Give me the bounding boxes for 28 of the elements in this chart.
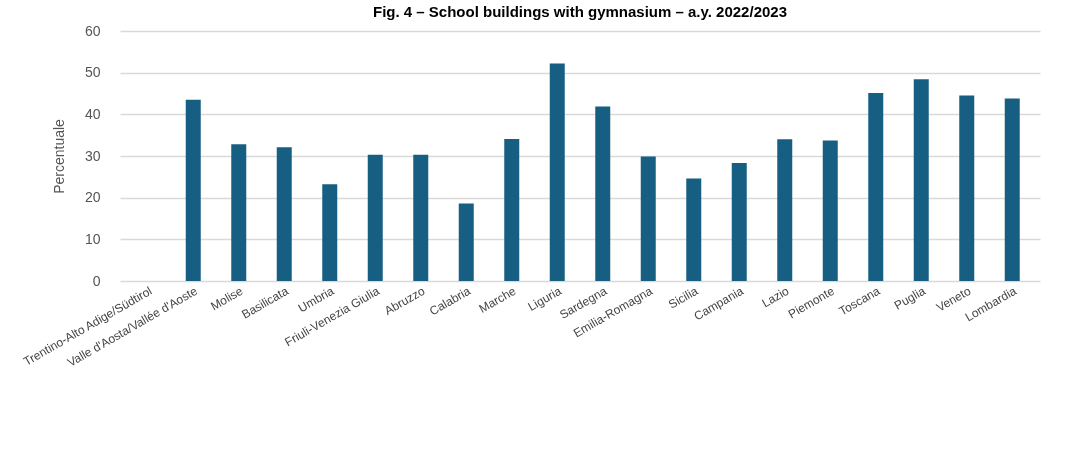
bar bbox=[868, 93, 884, 281]
y-tick-label: 60 bbox=[84, 22, 101, 39]
bar bbox=[913, 79, 929, 281]
y-axis-title: Percentuale bbox=[50, 118, 67, 194]
y-tick-label: 50 bbox=[84, 64, 101, 81]
y-tick-label: 40 bbox=[84, 105, 101, 122]
bar bbox=[731, 163, 747, 281]
bar bbox=[276, 147, 292, 281]
bar bbox=[959, 95, 975, 281]
y-tick-label: 20 bbox=[84, 189, 101, 206]
bar bbox=[504, 138, 520, 281]
bar bbox=[777, 139, 793, 281]
bar bbox=[595, 106, 611, 281]
y-tick-label: 30 bbox=[84, 147, 101, 164]
bar bbox=[231, 144, 247, 281]
chart-title: Fig. 4 – School buildings with gymnasium – a.y. 2022/2023 bbox=[372, 3, 788, 20]
bar bbox=[413, 154, 429, 281]
bar bbox=[322, 184, 338, 281]
bar bbox=[185, 99, 201, 281]
bar bbox=[640, 156, 656, 281]
bar bbox=[549, 63, 565, 281]
bar bbox=[686, 178, 702, 281]
bar bbox=[822, 140, 838, 281]
bar bbox=[1004, 98, 1020, 281]
bar bbox=[458, 203, 474, 281]
y-tick-label: 10 bbox=[84, 230, 101, 247]
y-tick-label: 0 bbox=[92, 272, 101, 289]
bar bbox=[367, 154, 383, 281]
